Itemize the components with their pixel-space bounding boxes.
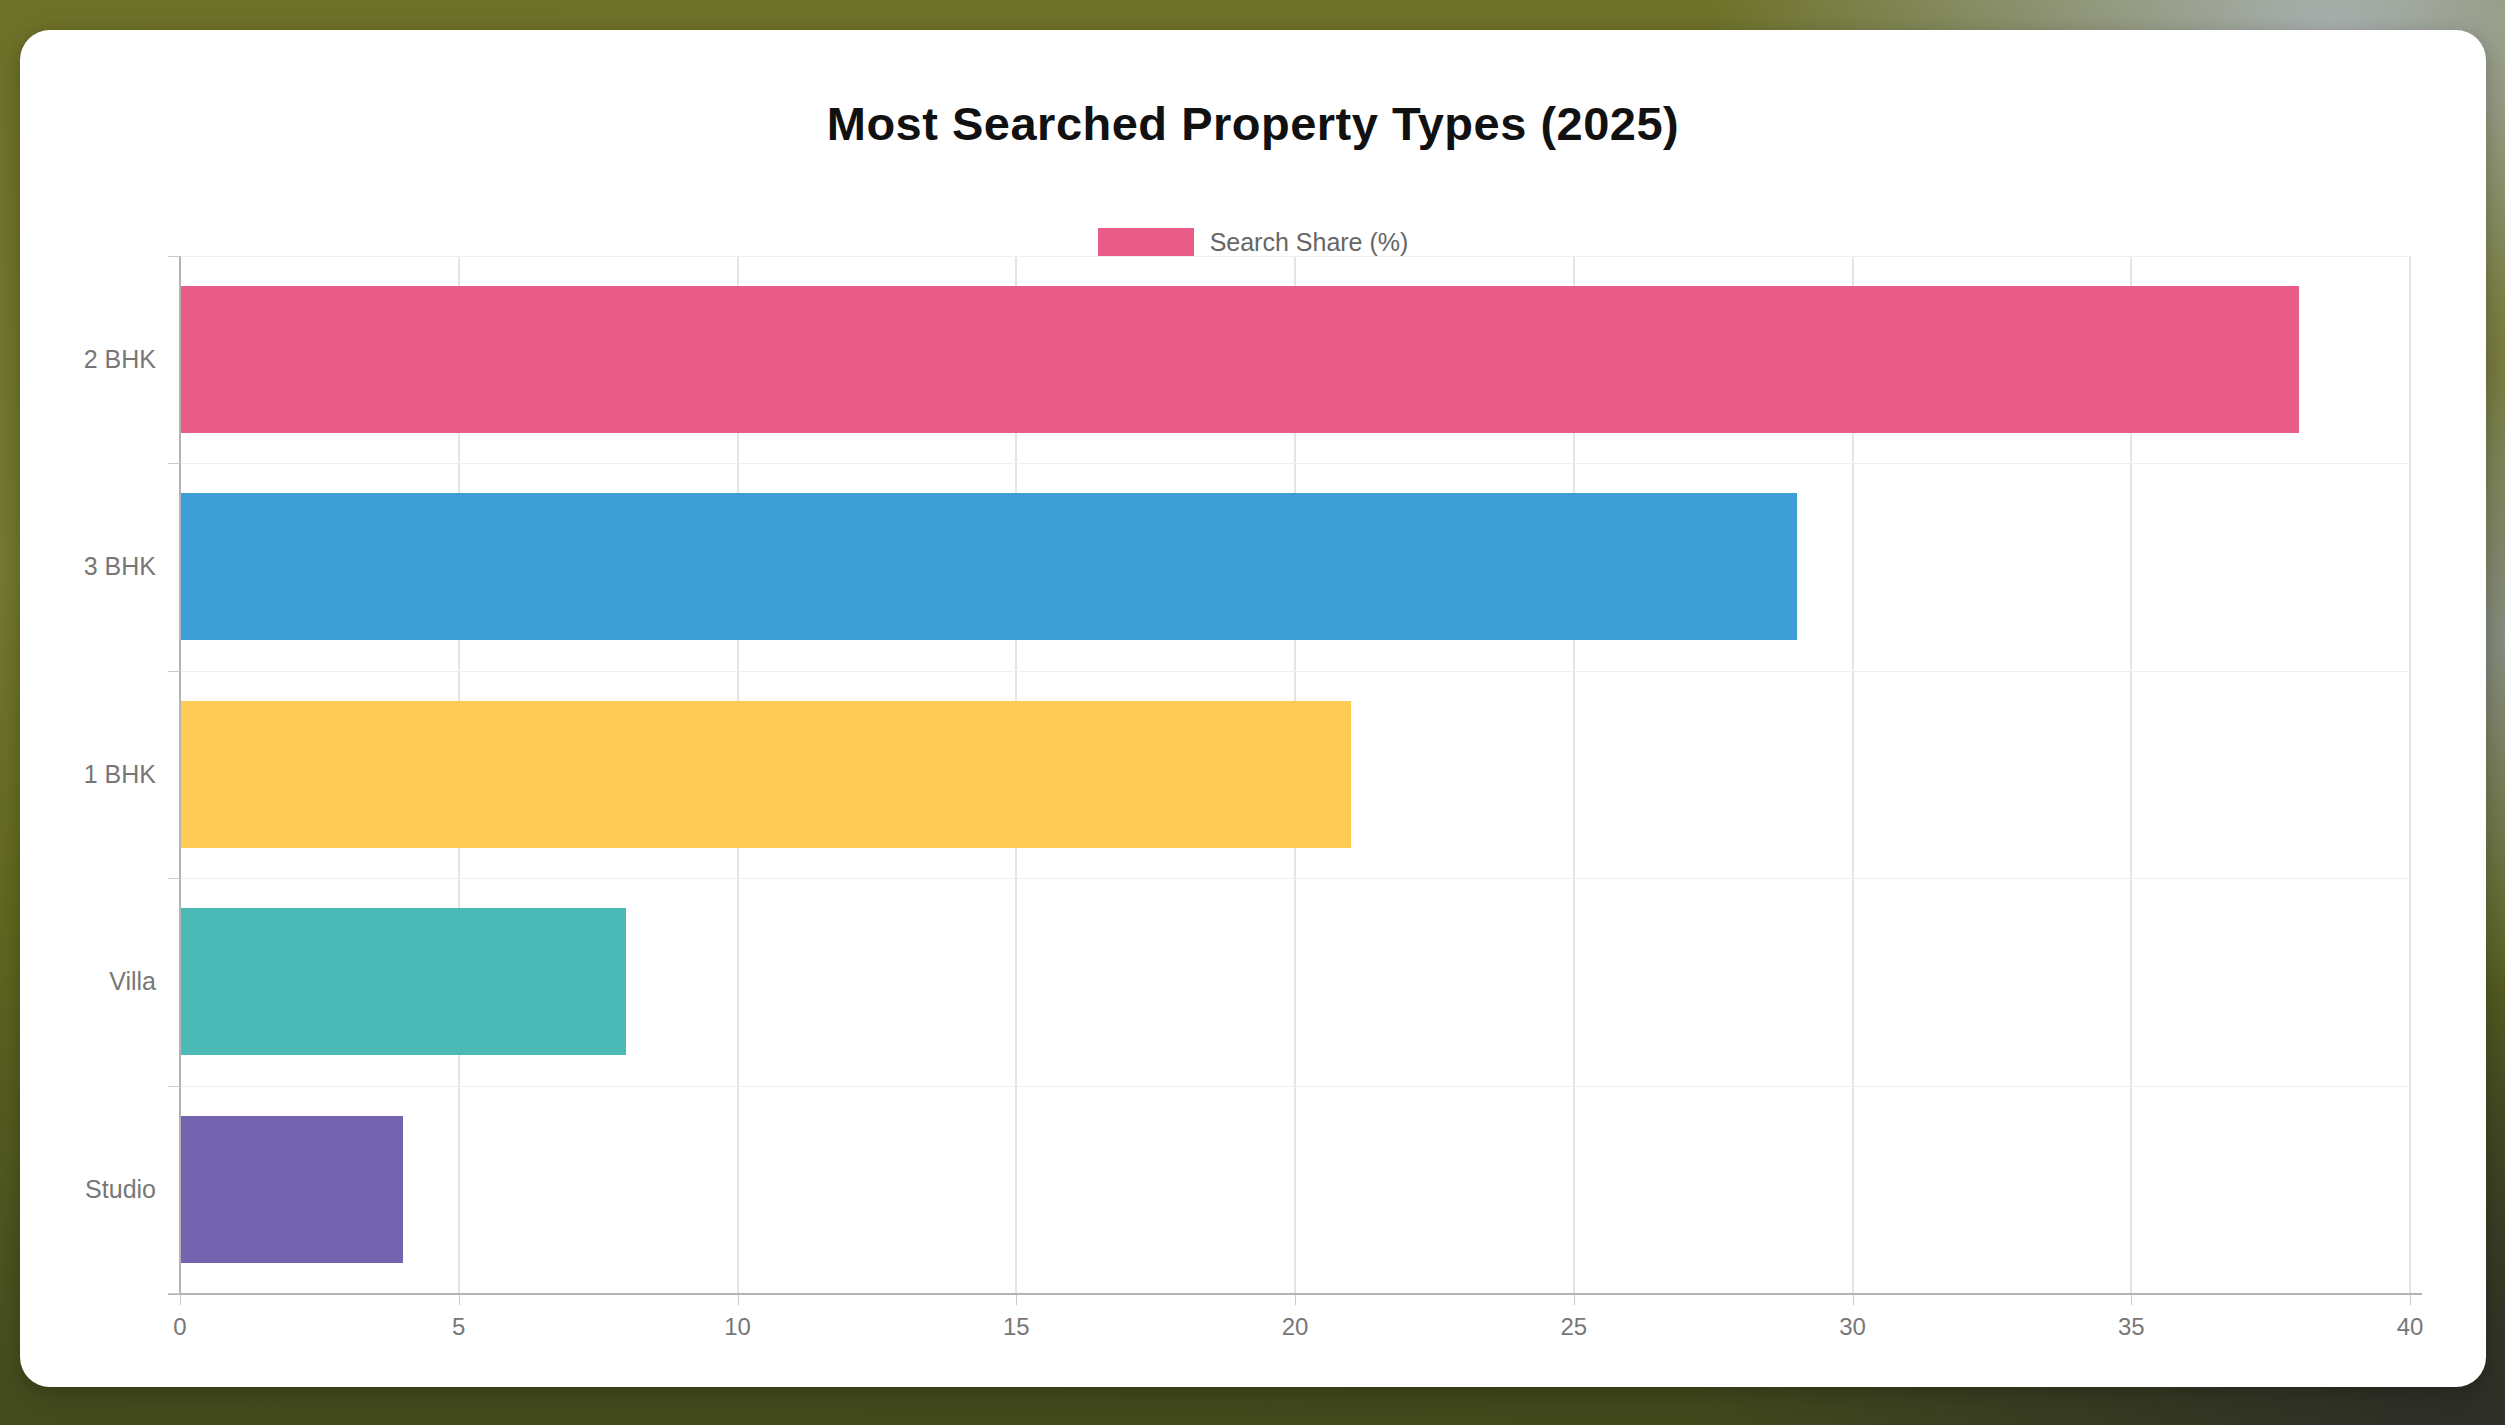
- category-boundary-gridline: [180, 463, 2410, 464]
- y-tick-mark: [168, 1293, 180, 1294]
- x-gridline: [2409, 256, 2411, 1293]
- bar-3-bhk[interactable]: [180, 493, 1797, 640]
- bar-studio[interactable]: [180, 1116, 403, 1263]
- category-label-2-bhk: 2 BHK: [0, 256, 156, 463]
- category-label-studio: Studio: [0, 1086, 156, 1293]
- chart-title: Most Searched Property Types (2025): [20, 96, 2486, 151]
- legend-label[interactable]: Search Share (%): [1210, 228, 1409, 257]
- y-tick-mark: [168, 671, 180, 672]
- legend: Search Share (%): [20, 228, 2486, 257]
- category-boundary-gridline: [180, 878, 2410, 879]
- x-axis-line: [168, 1293, 2422, 1295]
- legend-swatch[interactable]: [1098, 228, 1194, 257]
- category-label-1-bhk: 1 BHK: [0, 671, 156, 878]
- y-axis-line: [179, 256, 181, 1294]
- y-tick-mark: [168, 463, 180, 464]
- y-tick-mark: [168, 878, 180, 879]
- bar-1-bhk[interactable]: [180, 701, 1351, 848]
- category-label-villa: Villa: [0, 878, 156, 1085]
- bar-villa[interactable]: [180, 908, 626, 1055]
- category-boundary-gridline: [180, 1086, 2410, 1087]
- y-tick-mark: [168, 256, 180, 257]
- category-label-3-bhk: 3 BHK: [0, 463, 156, 670]
- category-boundary-gridline: [180, 671, 2410, 672]
- category-axis-labels: 2 BHK3 BHK1 BHKVillaStudio: [0, 256, 156, 1293]
- bar-2-bhk[interactable]: [180, 286, 2299, 433]
- category-boundary-gridline: [180, 256, 2410, 257]
- plot-area: [180, 256, 2410, 1293]
- y-tick-mark: [168, 1086, 180, 1087]
